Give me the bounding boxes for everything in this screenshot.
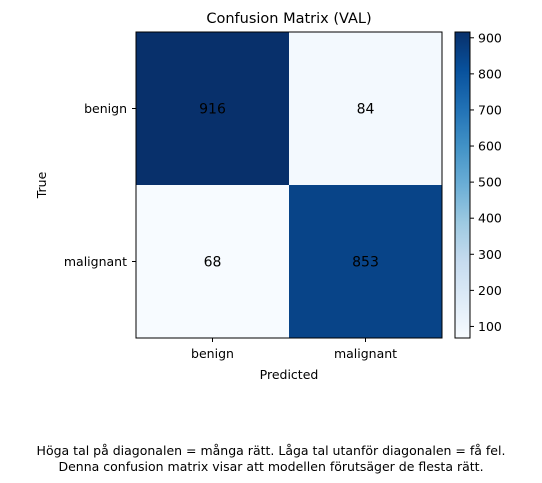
colorbar-tick-label: 300 <box>478 247 502 262</box>
heatmap-cell-malignant-malignant <box>289 185 442 338</box>
cell-value-label: 853 <box>352 255 379 271</box>
x-tick-label: benign <box>191 346 234 361</box>
y-tick-label: benign <box>84 101 127 116</box>
caption-line-1: Höga tal på diagonalen = många rätt. Låg… <box>36 443 506 458</box>
colorbar-tick-label: 800 <box>478 66 502 81</box>
heatmap-cell-benign-malignant <box>289 32 442 185</box>
cell-value-label: 84 <box>357 102 375 118</box>
colorbar-tick-label: 900 <box>478 30 502 45</box>
plot-frame <box>135 31 443 339</box>
x-axis-label: Predicted <box>260 367 319 382</box>
heatmap-cell-benign-benign <box>136 32 289 185</box>
colorbar-tick-label: 500 <box>478 175 502 190</box>
x-tick-label: malignant <box>334 346 397 361</box>
caption-line-2: Denna confusion matrix visar att modelle… <box>58 459 484 474</box>
heatmap-cell-malignant-benign <box>136 185 289 338</box>
colorbar-tick-label: 600 <box>478 139 502 154</box>
chart-title: Confusion Matrix (VAL) <box>206 11 371 27</box>
colorbar-tick-label: 100 <box>478 319 502 334</box>
colorbar <box>454 31 471 339</box>
y-axis-label: True <box>34 171 49 199</box>
colorbar-tick-label: 700 <box>478 102 502 117</box>
colorbar-tick-label: 400 <box>478 211 502 226</box>
y-tick-label: malignant <box>64 254 127 269</box>
cell-value-label: 68 <box>204 255 222 271</box>
cell-value-label: 916 <box>199 102 226 118</box>
colorbar-tick-label: 200 <box>478 283 502 298</box>
